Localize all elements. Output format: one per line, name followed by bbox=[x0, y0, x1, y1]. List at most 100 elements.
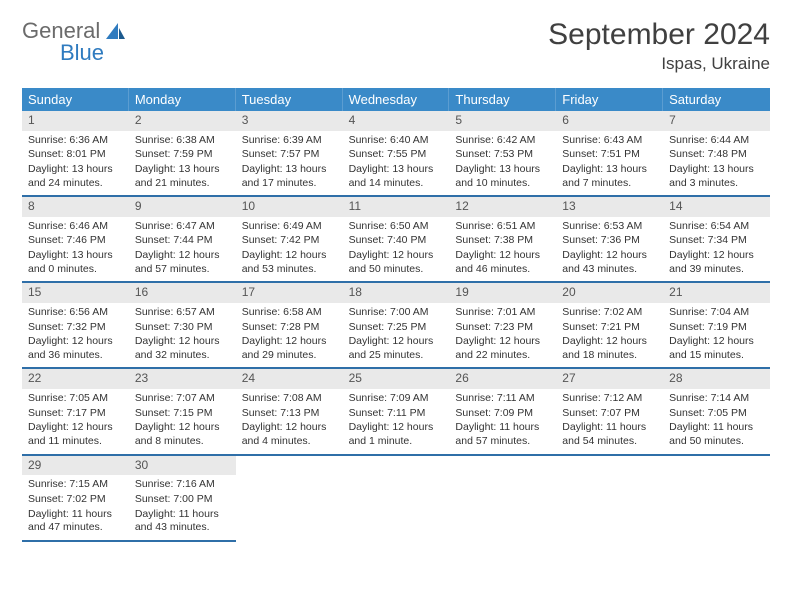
day-cell: 1Sunrise: 6:36 AMSunset: 8:01 PMDaylight… bbox=[22, 111, 129, 197]
day-number: 3 bbox=[236, 111, 343, 131]
day-cell: 30Sunrise: 7:16 AMSunset: 7:00 PMDayligh… bbox=[129, 456, 236, 542]
sunrise-line: Sunrise: 7:08 AM bbox=[242, 392, 337, 406]
daylight-line: Daylight: 12 hours and 53 minutes. bbox=[242, 249, 337, 276]
day-info: Sunrise: 6:36 AMSunset: 8:01 PMDaylight:… bbox=[22, 134, 129, 191]
daylight-line: Daylight: 13 hours and 24 minutes. bbox=[28, 163, 123, 190]
sunrise-line: Sunrise: 7:01 AM bbox=[455, 306, 550, 320]
day-number: 22 bbox=[22, 369, 129, 389]
day-cell: 4Sunrise: 6:40 AMSunset: 7:55 PMDaylight… bbox=[343, 111, 450, 197]
weekday-header: Friday bbox=[556, 88, 663, 111]
day-cell: 6Sunrise: 6:43 AMSunset: 7:51 PMDaylight… bbox=[556, 111, 663, 197]
daylight-line: Daylight: 11 hours and 57 minutes. bbox=[455, 421, 550, 448]
day-cell: 3 Sunrise: 6:39 AMSunset: 7:57 PMDaylight… bbox=[236, 111, 343, 197]
day-number: 23 bbox=[129, 369, 236, 389]
sunrise-line: Sunrise: 7:04 AM bbox=[669, 306, 764, 320]
day-info: Sunrise: 7:05 AMSunset: 7:17 PMDaylight:… bbox=[22, 392, 129, 449]
sunset-line: Sunset: 7:11 PM bbox=[349, 407, 444, 421]
sunrise-line: Sunrise: 6:50 AM bbox=[349, 220, 444, 234]
day-cell: 22 Sunrise: 7:05 AMSunset: 7:17 PMDayligh… bbox=[22, 369, 129, 455]
day-cell: 9Sunrise: 6:47 AMSunset: 7:44 PMDaylight… bbox=[129, 197, 236, 283]
day-number: 9 bbox=[129, 197, 236, 217]
day-cell: 27Sunrise: 7:12 AMSunset: 7:07 PMDayligh… bbox=[556, 369, 663, 455]
day-number: 10 bbox=[236, 197, 343, 217]
day-cell: 25 Sunrise: 7:09 AMSunset: 7:11 PMDayligh… bbox=[343, 369, 450, 455]
sunset-line: Sunset: 7:38 PM bbox=[455, 234, 550, 248]
day-number: 4 bbox=[343, 111, 450, 131]
daylight-line: Daylight: 13 hours and 3 minutes. bbox=[669, 163, 764, 190]
day-number: 28 bbox=[663, 369, 770, 389]
sunset-line: Sunset: 7:02 PM bbox=[28, 493, 123, 507]
day-number: 25 bbox=[343, 369, 450, 389]
day-info: Sunrise: 6:56 AMSunset: 7:32 PMDaylight:… bbox=[22, 306, 129, 363]
sunset-line: Sunset: 7:51 PM bbox=[562, 148, 657, 162]
day-number: 8 bbox=[22, 197, 129, 217]
day-number: 15 bbox=[22, 283, 129, 303]
sunset-line: Sunset: 7:28 PM bbox=[242, 321, 337, 335]
sunset-line: Sunset: 7:09 PM bbox=[455, 407, 550, 421]
sunrise-line: Sunrise: 7:14 AM bbox=[669, 392, 764, 406]
sunrise-line: Sunrise: 6:43 AM bbox=[562, 134, 657, 148]
sunset-line: Sunset: 7:23 PM bbox=[455, 321, 550, 335]
day-info: Sunrise: 6:46 AMSunset: 7:46 PMDaylight:… bbox=[22, 220, 129, 277]
empty-cell bbox=[663, 456, 770, 542]
day-info: Sunrise: 7:00 AMSunset: 7:25 PMDaylight:… bbox=[343, 306, 450, 363]
day-cell: 26Sunrise: 7:11 AMSunset: 7:09 PMDayligh… bbox=[449, 369, 556, 455]
logo-sail-icon bbox=[104, 21, 126, 46]
weekday-header: Sunday bbox=[22, 88, 129, 111]
day-info: Sunrise: 7:11 AMSunset: 7:09 PMDaylight:… bbox=[449, 392, 556, 449]
day-info: Sunrise: 7:16 AMSunset: 7:00 PMDaylight:… bbox=[129, 478, 236, 535]
daylight-line: Daylight: 12 hours and 22 minutes. bbox=[455, 335, 550, 362]
day-info: Sunrise: 6:43 AMSunset: 7:51 PMDaylight:… bbox=[556, 134, 663, 191]
sunrise-line: Sunrise: 6:38 AM bbox=[135, 134, 230, 148]
sunset-line: Sunset: 7:40 PM bbox=[349, 234, 444, 248]
day-info: Sunrise: 6:39 AMSunset: 7:57 PMDaylight:… bbox=[236, 134, 343, 191]
sunset-line: Sunset: 7:30 PM bbox=[135, 321, 230, 335]
sunset-line: Sunset: 7:55 PM bbox=[349, 148, 444, 162]
daylight-line: Daylight: 12 hours and 4 minutes. bbox=[242, 421, 337, 448]
daylight-line: Daylight: 12 hours and 29 minutes. bbox=[242, 335, 337, 362]
day-info: Sunrise: 7:09 AMSunset: 7:11 PMDaylight:… bbox=[343, 392, 450, 449]
title-block: September 2024 Ispas, Ukraine bbox=[548, 18, 770, 74]
day-info: Sunrise: 6:38 AMSunset: 7:59 PMDaylight:… bbox=[129, 134, 236, 191]
sunrise-line: Sunrise: 6:57 AM bbox=[135, 306, 230, 320]
weekday-header: Thursday bbox=[449, 88, 556, 111]
day-info: Sunrise: 7:08 AMSunset: 7:13 PMDaylight:… bbox=[236, 392, 343, 449]
day-number: 14 bbox=[663, 197, 770, 217]
weekday-header: Saturday bbox=[663, 88, 770, 111]
sunrise-line: Sunrise: 6:42 AM bbox=[455, 134, 550, 148]
daylight-line: Daylight: 11 hours and 54 minutes. bbox=[562, 421, 657, 448]
day-info: Sunrise: 7:15 AMSunset: 7:02 PMDaylight:… bbox=[22, 478, 129, 535]
day-cell: 17Sunrise: 6:58 AMSunset: 7:28 PMDayligh… bbox=[236, 283, 343, 369]
sunset-line: Sunset: 7:32 PM bbox=[28, 321, 123, 335]
day-cell: 7Sunrise: 6:44 AMSunset: 7:48 PMDaylight… bbox=[663, 111, 770, 197]
empty-cell bbox=[449, 456, 556, 542]
page-title: September 2024 bbox=[548, 18, 770, 52]
day-info: Sunrise: 6:58 AMSunset: 7:28 PMDaylight:… bbox=[236, 306, 343, 363]
empty-cell bbox=[556, 456, 663, 542]
weekday-header: Wednesday bbox=[343, 88, 450, 111]
calendar-header-row: SundayMondayTuesdayWednesdayThursdayFrid… bbox=[22, 88, 770, 111]
sunrise-line: Sunrise: 6:51 AM bbox=[455, 220, 550, 234]
day-number: 29 bbox=[22, 456, 129, 476]
day-cell: 8 Sunrise: 6:46 AMSunset: 7:46 PMDaylight… bbox=[22, 197, 129, 283]
day-cell: 10 Sunrise: 6:49 AMSunset: 7:42 PMDayligh… bbox=[236, 197, 343, 283]
sunrise-line: Sunrise: 6:39 AM bbox=[242, 134, 337, 148]
sunset-line: Sunset: 7:36 PM bbox=[562, 234, 657, 248]
sunrise-line: Sunrise: 7:05 AM bbox=[28, 392, 123, 406]
day-cell: 28Sunrise: 7:14 AMSunset: 7:05 PMDayligh… bbox=[663, 369, 770, 455]
day-number: 19 bbox=[449, 283, 556, 303]
weekday-header: Monday bbox=[129, 88, 236, 111]
page-header: General Blue September 2024 Ispas, Ukrai… bbox=[22, 18, 770, 74]
day-info: Sunrise: 6:49 AMSunset: 7:42 PMDaylight:… bbox=[236, 220, 343, 277]
daylight-line: Daylight: 11 hours and 47 minutes. bbox=[28, 508, 123, 535]
daylight-line: Daylight: 13 hours and 14 minutes. bbox=[349, 163, 444, 190]
day-number: 16 bbox=[129, 283, 236, 303]
day-number: 11 bbox=[343, 197, 450, 217]
day-info: Sunrise: 7:01 AMSunset: 7:23 PMDaylight:… bbox=[449, 306, 556, 363]
day-number: 2 bbox=[129, 111, 236, 131]
day-cell: 15 Sunrise: 6:56 AMSunset: 7:32 PMDayligh… bbox=[22, 283, 129, 369]
daylight-line: Daylight: 12 hours and 25 minutes. bbox=[349, 335, 444, 362]
sunset-line: Sunset: 7:48 PM bbox=[669, 148, 764, 162]
sunrise-line: Sunrise: 7:15 AM bbox=[28, 478, 123, 492]
sunrise-line: Sunrise: 6:44 AM bbox=[669, 134, 764, 148]
